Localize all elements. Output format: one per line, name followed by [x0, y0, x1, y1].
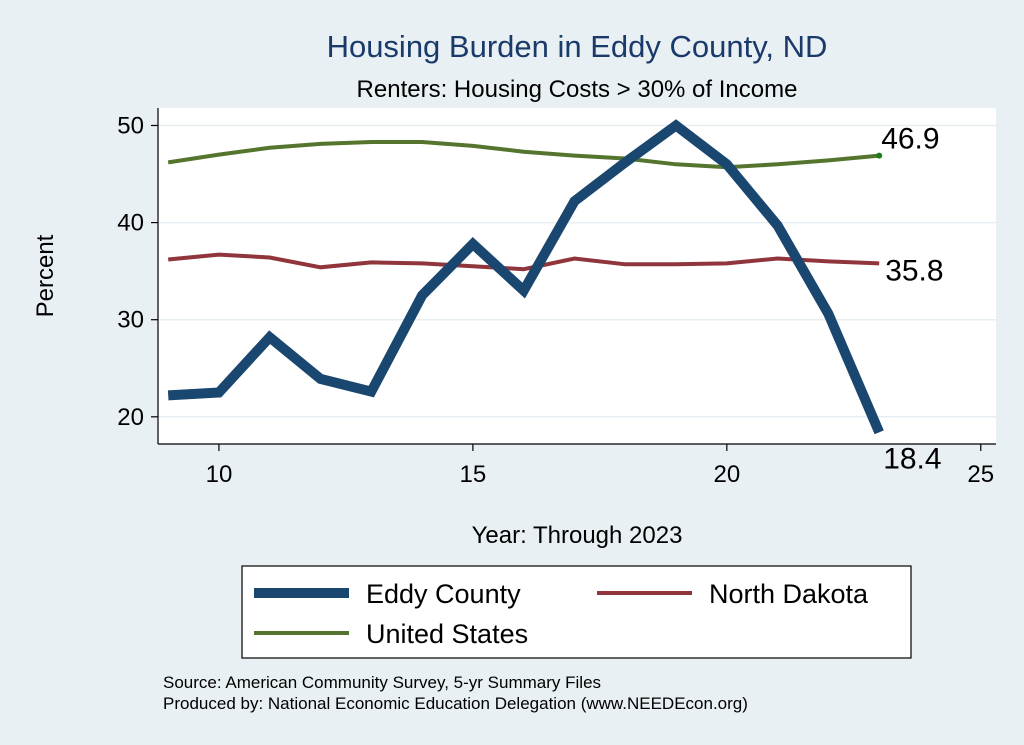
end-point-marker [876, 152, 883, 159]
series-lines [167, 119, 884, 435]
series-line-eddy-county [167, 119, 884, 435]
axis-ticks: 20 30 40 50 10 15 20 25 [117, 112, 994, 488]
end-label-united-states: 46.9 [881, 123, 939, 156]
x-tick-label: 10 [206, 461, 233, 488]
producer-note: Produced by: National Economic Education… [163, 694, 748, 713]
x-tick-label: 25 [967, 461, 994, 488]
end-label-eddy-county: 18.4 [883, 442, 941, 475]
legend-label-north-dakota: North Dakota [709, 579, 869, 609]
legend-box [241, 565, 912, 659]
chart-title: Housing Burden in Eddy County, ND [327, 29, 828, 64]
chart-subtitle: Renters: Housing Costs > 30% of Income [357, 76, 798, 103]
y-axis-title: Percent [32, 234, 59, 317]
legend-label-united-states: United States [366, 619, 528, 649]
x-axis-title: Year: Through 2023 [472, 522, 683, 549]
legend: Eddy County North Dakota United States [254, 579, 869, 649]
y-tick-label: 40 [117, 210, 144, 237]
source-note: Source: American Community Survey, 5-yr … [163, 673, 601, 692]
x-tick-label: 20 [713, 461, 740, 488]
y-tick-label: 50 [117, 112, 144, 139]
x-tick-label: 15 [460, 461, 487, 488]
y-tick-label: 30 [117, 307, 144, 334]
y-tick-label: 20 [117, 404, 144, 431]
series-line-united-states [167, 140, 880, 170]
gridlines [158, 124, 996, 418]
series-line-north-dakota [168, 252, 880, 272]
legend-label-eddy-county: Eddy County [366, 579, 521, 609]
end-labels: 18.4 35.8 46.9 [876, 123, 944, 475]
end-label-north-dakota: 35.8 [885, 254, 943, 287]
